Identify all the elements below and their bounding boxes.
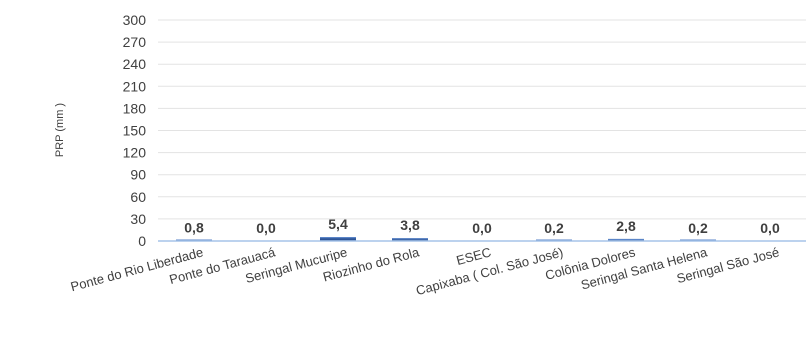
y-tick-label: 180: [123, 100, 147, 116]
bar: [392, 238, 428, 241]
y-tick-label: 60: [130, 189, 146, 205]
data-label: 3,8: [400, 217, 420, 233]
bar-highlight: [392, 238, 428, 240]
data-label: 2,8: [616, 218, 636, 234]
bar-highlight: [608, 238, 644, 241]
data-label: 0,0: [472, 220, 492, 236]
y-tick-label: 0: [138, 233, 146, 249]
y-axis-ticks: 0 30 60 90 120 150 180 210 240 270 300: [123, 12, 147, 249]
y-tick-label: 270: [123, 34, 147, 50]
data-labels: 0,8 0,0 5,4 3,8 0,0 0,2 2,8 0,2 0,0: [184, 216, 780, 236]
y-tick-label: 300: [123, 12, 147, 28]
bar-highlight: [680, 239, 716, 241]
y-tick-label: 150: [123, 123, 147, 139]
data-label: 5,4: [328, 216, 348, 232]
gridlines: [158, 19, 806, 220]
bar: [320, 237, 356, 241]
bar-highlight: [320, 237, 356, 239]
bar-highlight: [176, 239, 212, 241]
y-axis-label: PRP (mm ): [54, 103, 66, 157]
bar-highlight: [536, 239, 572, 241]
data-label: 0,2: [688, 220, 708, 236]
y-tick-label: 30: [130, 211, 146, 227]
y-tick-label: 90: [130, 167, 146, 183]
data-label: 0,8: [184, 219, 204, 235]
y-tick-label: 240: [123, 56, 147, 72]
y-tick-label: 120: [123, 145, 147, 161]
data-label: 0,0: [760, 220, 780, 236]
y-tick-label: 210: [123, 78, 147, 94]
data-label: 0,0: [256, 220, 276, 236]
data-label: 0,2: [544, 220, 564, 236]
